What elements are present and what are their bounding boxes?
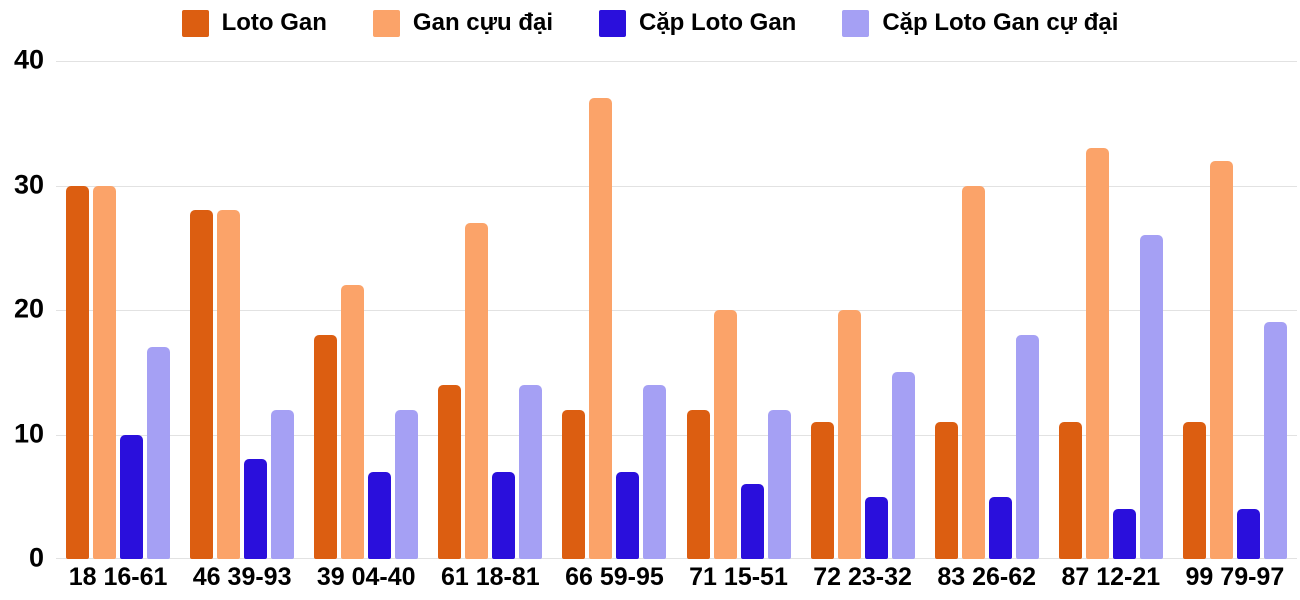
bar-c-p-loto-gan-c-i[interactable]: [767, 409, 791, 559]
bar-group: [1049, 61, 1173, 559]
bar-c-p-loto-gan-c-i[interactable]: [147, 347, 171, 559]
legend-label: Gan cựu đại: [412, 9, 553, 36]
bar-gan-c-u-i[interactable]: [1209, 160, 1233, 559]
gridline: [56, 310, 1297, 311]
bar-c-p-loto-gan[interactable]: [1236, 509, 1260, 559]
y-tick-label: 30: [13, 168, 44, 199]
bar-c-p-loto-gan[interactable]: [740, 484, 764, 559]
bar-c-p-loto-gan-c-i[interactable]: [643, 384, 667, 559]
chart-legend: Loto Gan Gan cựu đại Cặp Loto Gan Cặp Loto …: [0, 7, 1300, 39]
gridline: [56, 434, 1297, 436]
x-category-label: 39 04-40: [316, 563, 416, 591]
bar-group: [801, 61, 925, 559]
bar-group: [56, 61, 180, 559]
bar-gan-c-u-i[interactable]: [465, 222, 489, 559]
bar-group: [304, 61, 428, 559]
bar-c-p-loto-gan[interactable]: [244, 459, 268, 559]
bar-groups: [56, 61, 1297, 559]
bar-gan-c-u-i[interactable]: [341, 285, 365, 559]
bar-loto-gan[interactable]: [314, 334, 338, 559]
x-category-label: 18 16-61: [68, 563, 168, 591]
bar-loto-gan[interactable]: [810, 422, 834, 559]
bar-gan-c-u-i[interactable]: [837, 310, 861, 559]
bar-loto-gan[interactable]: [686, 409, 710, 559]
bar-c-p-loto-gan-c-i[interactable]: [519, 384, 543, 559]
legend-swatch-icon: [842, 9, 870, 37]
legend-swatch-icon: [599, 9, 626, 37]
y-axis: 0 10 20 30 40: [0, 46, 46, 571]
bar-group: [1173, 61, 1297, 559]
bar-group: [180, 61, 304, 559]
legend-swatch-icon: [181, 9, 209, 37]
gridline: [56, 558, 1297, 559]
legend-item-series-0[interactable]: Loto Gan: [181, 9, 327, 37]
bar-c-p-loto-gan-c-i[interactable]: [1263, 322, 1287, 559]
bar-c-p-loto-gan[interactable]: [988, 496, 1012, 559]
bar-c-p-loto-gan[interactable]: [864, 496, 888, 559]
y-tick-label: 40: [13, 44, 44, 75]
bar-loto-gan[interactable]: [934, 422, 958, 559]
bar-c-p-loto-gan[interactable]: [1112, 509, 1136, 559]
x-category-label: 87 12-21: [1061, 563, 1161, 591]
legend-label: Cặp Loto Gan cự đại: [882, 9, 1119, 36]
gridline: [56, 185, 1297, 187]
bar-c-p-loto-gan[interactable]: [120, 434, 144, 559]
bar-group: [676, 61, 800, 559]
bar-gan-c-u-i[interactable]: [713, 310, 737, 559]
legend-label: Loto Gan: [221, 9, 327, 36]
bar-c-p-loto-gan[interactable]: [368, 471, 392, 559]
bar-c-p-loto-gan[interactable]: [616, 471, 640, 559]
bar-loto-gan[interactable]: [190, 210, 214, 559]
x-category-label: 46 39-93: [192, 563, 292, 591]
bar-loto-gan[interactable]: [1058, 422, 1082, 559]
bar-loto-gan[interactable]: [562, 409, 586, 559]
bar-group: [428, 61, 552, 559]
plot-area: [56, 61, 1297, 559]
bar-c-p-loto-gan-c-i[interactable]: [271, 409, 295, 559]
x-axis: 18 16-61 46 39-93 39 04-40 61 18-81 66 59-95…: [56, 565, 1297, 590]
bar-loto-gan[interactable]: [66, 185, 90, 559]
bar-group: [552, 61, 676, 559]
bar-c-p-loto-gan-c-i[interactable]: [1139, 235, 1163, 559]
bar-gan-c-u-i[interactable]: [217, 210, 241, 559]
x-category-label: 72 23-32: [813, 563, 912, 591]
x-category-label: 66 59-95: [565, 563, 664, 591]
y-tick-label: 0: [28, 542, 44, 573]
bar-gan-c-u-i[interactable]: [93, 185, 117, 559]
legend-item-series-2[interactable]: Cặp Loto Gan: [599, 9, 796, 37]
x-category-label: 83 26-62: [937, 563, 1037, 591]
bar-loto-gan[interactable]: [438, 384, 462, 559]
legend-item-series-1[interactable]: Gan cựu đại: [372, 9, 553, 37]
bar-c-p-loto-gan-c-i[interactable]: [395, 409, 419, 559]
bar-c-p-loto-gan-c-i[interactable]: [1015, 334, 1039, 559]
bar-loto-gan[interactable]: [1182, 422, 1206, 559]
bar-gan-c-u-i[interactable]: [589, 98, 613, 559]
bar-group: [925, 61, 1049, 559]
y-tick-label: 20: [13, 293, 44, 324]
gridline: [56, 61, 1297, 62]
legend-swatch-icon: [372, 9, 400, 37]
bar-gan-c-u-i[interactable]: [961, 185, 985, 559]
bar-c-p-loto-gan[interactable]: [492, 471, 516, 559]
y-tick-label: 10: [13, 417, 44, 448]
x-category-label: 71 15-51: [689, 563, 788, 591]
legend-label: Cặp Loto Gan: [639, 9, 797, 36]
x-category-label: 61 18-81: [440, 563, 540, 591]
legend-item-series-3[interactable]: Cặp Loto Gan cự đại: [842, 9, 1118, 37]
bar-gan-c-u-i[interactable]: [1085, 148, 1109, 559]
x-category-label: 99 79-97: [1185, 563, 1285, 591]
bar-c-p-loto-gan-c-i[interactable]: [891, 372, 915, 559]
